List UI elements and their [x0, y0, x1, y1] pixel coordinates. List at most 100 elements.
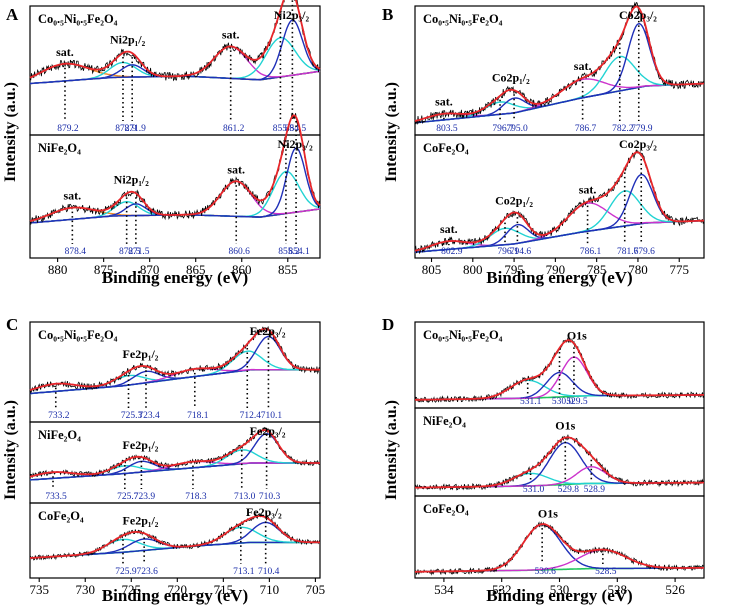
peak-label: O1s	[538, 507, 558, 521]
subpanel: 531.0 529.8 528.9 NiFe₂O₄ O1s	[414, 407, 705, 497]
x-tick-label: 725	[122, 582, 142, 597]
peak-label: O1s	[567, 329, 587, 343]
x-tick-label: 785	[587, 262, 607, 277]
y-axis-label: Intensity (a.u.)	[2, 82, 19, 182]
peak-position-label: 531.0	[523, 485, 545, 495]
peak-position-label: 879.2	[57, 124, 79, 134]
peak-label: Ni2p₃/₂	[274, 8, 310, 22]
peak-position-label: 733.5	[45, 492, 67, 502]
x-tick-label: 715	[214, 582, 234, 597]
peak-position-label: 531.1	[520, 397, 542, 407]
peak-label: sat.	[440, 222, 458, 236]
sample-name: Co₀.₅Ni₀.₅Fe₂O₄	[423, 328, 503, 342]
peak-position-label: 878.4	[65, 247, 87, 257]
peak-position-label: 528.9	[584, 485, 606, 495]
fit-envelope	[415, 339, 704, 401]
peak-position-label: 860.6	[229, 247, 251, 257]
x-tick-label: 720	[168, 582, 188, 597]
peak-position-label: 803.5	[436, 124, 458, 134]
peak-position-label: 796.1	[497, 247, 519, 257]
x-tick-label: 530	[550, 582, 570, 597]
peak-label: O1s	[555, 419, 575, 433]
fit-envelope	[414, 151, 705, 252]
peak-label: sat.	[574, 59, 592, 73]
x-axis-label: Binding energy (eV)	[102, 586, 248, 605]
sample-name: CoFe₂O₄	[38, 509, 84, 523]
peak-label: Ni2p₃/₂	[278, 137, 314, 151]
peak-position-label: 718.3	[185, 492, 207, 502]
component-peak	[415, 442, 704, 489]
peak-position-label: 710.1	[261, 411, 283, 421]
peak-label: Fe2p₁/₂	[123, 513, 159, 527]
fit-envelope	[29, 0, 321, 79]
peak-position-label: 725.3	[121, 411, 143, 421]
x-tick-label: 775	[669, 262, 689, 277]
peak-position-label: 529.5	[566, 397, 588, 407]
sample-name: Co₀.₅Ni₀.₅Fe₂O₄	[38, 12, 118, 26]
x-tick-label: 790	[546, 262, 566, 277]
component-peak	[414, 173, 705, 253]
peak-position-label: 871.5	[128, 247, 150, 257]
peak-position-label: 529.8	[558, 485, 580, 495]
component-peak	[29, 350, 320, 395]
x-tick-label: 534	[434, 582, 454, 597]
x-tick-label: 730	[75, 582, 95, 597]
peak-label: sat.	[64, 189, 82, 203]
subpanel-frame	[29, 502, 321, 579]
subpanel-frame	[29, 134, 321, 259]
x-tick-label: 870	[140, 262, 160, 277]
peak-position-label: 723.4	[138, 411, 160, 421]
x-tick-label: 865	[186, 262, 206, 277]
x-tick-label: 880	[48, 262, 68, 277]
peak-position-label: 713.0	[234, 492, 256, 502]
x-tick-label: 710	[260, 582, 280, 597]
sample-name: CoFe₂O₄	[423, 141, 469, 155]
peak-position-label: 782.2	[612, 124, 634, 134]
fit-envelope	[415, 523, 704, 573]
x-tick-label: 528	[608, 582, 628, 597]
x-tick-label: 800	[463, 262, 483, 277]
peak-label: sat.	[222, 27, 240, 41]
peak-position-label: 855.2	[278, 247, 300, 257]
peak-label: sat.	[579, 183, 597, 197]
panel-letter: A	[6, 5, 19, 24]
fit-envelope	[415, 436, 704, 489]
peak-label: Fe2p₃/₂	[246, 505, 282, 519]
peak-position-label: 795.0	[506, 124, 528, 134]
x-tick-label: 526	[665, 582, 685, 597]
subpanel: 530.6 528.5 CoFe₂O₄ O1s	[414, 495, 705, 579]
subpanel: 725.9 723.6 713.1 710.4 CoFe₂O₄ Fe2p₁/₂ Fe2p₃/…	[29, 502, 321, 579]
peak-position-label: 794.6	[510, 247, 532, 257]
y-axis-label: Intensity (a.u.)	[2, 400, 19, 500]
component-peak	[414, 78, 705, 124]
peak-position-label: 872.5	[119, 247, 141, 257]
peak-position-label: 871.9	[125, 124, 147, 134]
component-peak	[414, 190, 705, 253]
peak-label: Ni2p₁/₂	[110, 33, 146, 47]
peak-position-label: 854.1	[288, 247, 310, 257]
x-tick-label: 795	[504, 262, 524, 277]
sample-name: CoFe₂O₄	[423, 502, 469, 516]
sample-name: NiFe₂O₄	[38, 141, 81, 155]
peak-position-label: 723.6	[136, 567, 158, 577]
x-axis-label: Binding energy (eV)	[102, 268, 248, 287]
x-tick-label: 875	[94, 262, 114, 277]
peak-position-label: 802.9	[441, 247, 463, 257]
peak-label: sat.	[227, 162, 245, 176]
panel-letter: C	[6, 315, 18, 334]
peak-position-label: 713.1	[233, 567, 255, 577]
sample-name: Co₀.₅Ni₀.₅Fe₂O₄	[38, 328, 118, 342]
peak-position-label: 725.9	[115, 567, 137, 577]
peak-label: Ni2p₁/₂	[114, 173, 150, 187]
fit-envelope	[29, 429, 320, 478]
y-axis-label: Intensity (a.u.)	[383, 400, 400, 500]
x-tick-label: 780	[628, 262, 648, 277]
